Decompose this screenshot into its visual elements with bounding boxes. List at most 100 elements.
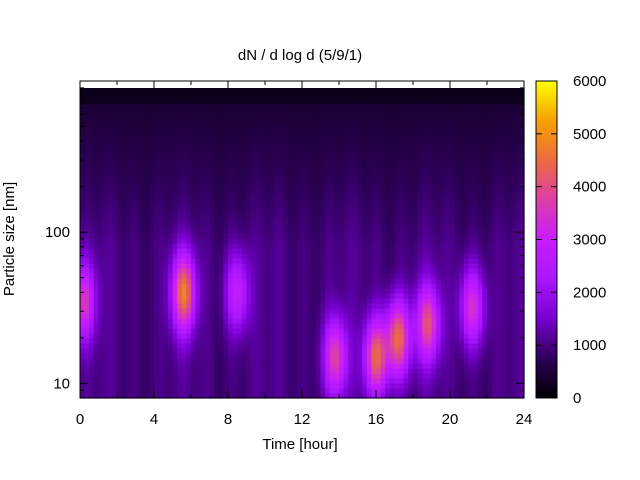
heatmap-cell (149, 93, 155, 99)
heatmap-cell (117, 118, 123, 124)
chart-title: dN / d log d (5/9/1) (238, 47, 362, 64)
heatmap-cell (389, 368, 396, 374)
heatmap-cell (306, 138, 312, 144)
heatmap-cell (389, 383, 396, 389)
heatmap-cell (394, 363, 400, 369)
heatmap-cell (385, 148, 391, 154)
heatmap-cell (315, 183, 322, 189)
heatmap-cell (200, 363, 206, 369)
heatmap-cell (408, 198, 414, 204)
heatmap-cell (121, 333, 127, 339)
heatmap-cell (177, 108, 183, 114)
heatmap-cell (366, 373, 372, 379)
heatmap-cell (385, 113, 391, 119)
heatmap-cell (269, 198, 275, 204)
heatmap-cell (144, 308, 150, 314)
heatmap-cell (177, 198, 183, 204)
heatmap-cell (334, 148, 340, 154)
heatmap-cell (144, 298, 150, 304)
heatmap-cell (417, 123, 423, 129)
heatmap-cell (84, 273, 90, 279)
heatmap-cell (302, 318, 308, 324)
heatmap-cell (204, 218, 211, 224)
heatmap-cell (144, 388, 150, 394)
heatmap-cell (265, 223, 271, 229)
heatmap-cell (403, 128, 409, 134)
heatmap-cell (366, 348, 372, 354)
heatmap-cell (302, 328, 308, 334)
heatmap-cell (163, 118, 169, 124)
heatmap-cell (246, 98, 252, 104)
heatmap-cell (380, 263, 386, 269)
heatmap-cell (431, 238, 437, 244)
heatmap-cell (376, 353, 382, 359)
heatmap-cell (195, 248, 201, 254)
heatmap-cell (436, 233, 442, 239)
heatmap-cell (283, 283, 289, 289)
heatmap-cell (376, 258, 382, 264)
heatmap-cell (200, 203, 206, 209)
heatmap-cell (329, 183, 335, 189)
heatmap-cell (89, 348, 95, 354)
heatmap-cell (251, 243, 257, 249)
heatmap-cell (389, 158, 396, 164)
heatmap-cell (214, 268, 220, 274)
heatmap-cell (292, 118, 298, 124)
heatmap-cell (214, 188, 220, 194)
heatmap-cell (163, 273, 169, 279)
heatmap-cell (163, 128, 169, 134)
heatmap-cell (149, 263, 155, 269)
heatmap-cell (214, 133, 220, 139)
heatmap-cell (362, 223, 368, 229)
heatmap-cell (163, 193, 169, 199)
heatmap-cell (385, 243, 391, 249)
heatmap-cell (112, 173, 118, 179)
heatmap-cell (200, 368, 206, 374)
heatmap-cell (315, 373, 322, 379)
heatmap-cell (445, 163, 451, 169)
heatmap-cell (255, 348, 261, 354)
heatmap-cell (103, 358, 109, 364)
heatmap-cell (334, 348, 340, 354)
heatmap-cell (93, 293, 100, 299)
heatmap-cell (246, 298, 252, 304)
heatmap-cell (84, 143, 90, 149)
heatmap-cell (352, 303, 359, 309)
heatmap-cell (399, 228, 405, 234)
heatmap-cell (112, 388, 118, 394)
heatmap-cell (445, 343, 451, 349)
heatmap-cell (265, 188, 271, 194)
heatmap-cell (158, 223, 164, 229)
heatmap-cell (172, 233, 178, 239)
heatmap-cell (320, 248, 326, 254)
heatmap-cell (408, 123, 414, 129)
heatmap-cell (325, 268, 331, 274)
heatmap-cell (228, 168, 234, 174)
heatmap-cell (385, 358, 391, 364)
heatmap-cell (251, 228, 257, 234)
heatmap-cell (431, 243, 437, 249)
heatmap-cell (394, 143, 400, 149)
heatmap-cell (177, 338, 183, 344)
heatmap-cell (436, 388, 442, 394)
heatmap-cell (413, 148, 419, 154)
heatmap-cell (274, 358, 280, 364)
heatmap-cell (389, 98, 396, 104)
heatmap-cell (158, 233, 164, 239)
heatmap-cell (241, 228, 248, 234)
heatmap-cell (255, 248, 261, 254)
heatmap-cell (426, 188, 433, 194)
heatmap-cell (417, 318, 423, 324)
heatmap-cell (394, 393, 400, 399)
heatmap-cell (218, 198, 224, 204)
heatmap-cell (93, 198, 100, 204)
heatmap-cell (223, 273, 229, 279)
heatmap-cell (445, 223, 451, 229)
heatmap-cell (436, 213, 442, 219)
heatmap-cell (135, 293, 141, 299)
heatmap-cell (339, 143, 345, 149)
heatmap-cell (228, 338, 234, 344)
heatmap-cell (223, 363, 229, 369)
heatmap-cell (376, 118, 382, 124)
heatmap-cell (362, 303, 368, 309)
